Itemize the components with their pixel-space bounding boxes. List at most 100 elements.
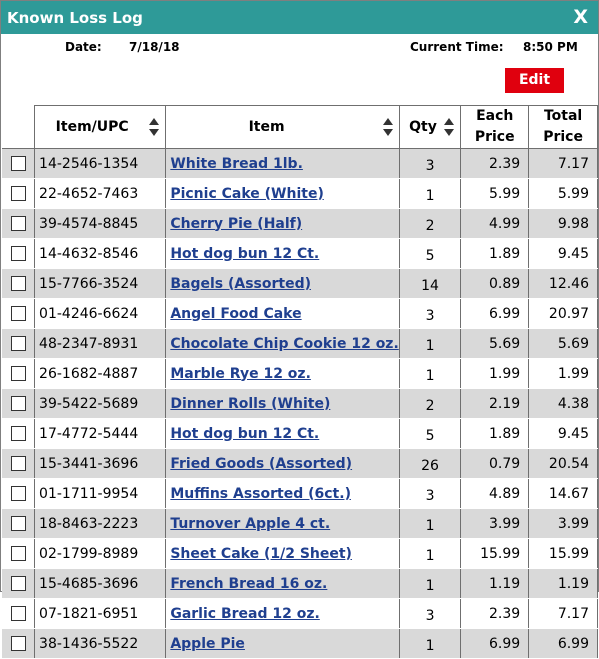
item-link[interactable]: Muffins Assorted (6ct.) bbox=[170, 485, 351, 502]
checkbox[interactable] bbox=[10, 576, 26, 591]
close-button[interactable]: X bbox=[573, 6, 588, 28]
upc-cell: 39-4574-8845 bbox=[34, 208, 167, 239]
each-price-cell: 1.89 bbox=[460, 238, 530, 269]
checkbox-cell bbox=[2, 568, 36, 599]
item-link[interactable]: Cherry Pie (Half) bbox=[170, 215, 303, 232]
header-cell: Each Price bbox=[460, 105, 530, 149]
each-price-cell: 1.19 bbox=[460, 568, 530, 599]
table-row: 01-1711-9954 Muffins Assorted (6ct.) 3 4.89… bbox=[2, 478, 598, 509]
table-row: 15-4685-3696 French Bread 16 oz. 1 1.19 1.19 bbox=[2, 568, 598, 599]
sort-icon[interactable] bbox=[382, 118, 393, 136]
checkbox[interactable] bbox=[10, 546, 26, 561]
checkbox[interactable] bbox=[10, 276, 26, 291]
upc-cell: 15-4685-3696 bbox=[34, 568, 167, 599]
item-link[interactable]: Chocolate Chip Cookie 12 oz. bbox=[170, 335, 399, 352]
item-cell: French Bread 16 oz. bbox=[165, 568, 400, 599]
item-link[interactable]: White Bread 1lb. bbox=[170, 155, 303, 172]
checkbox[interactable] bbox=[10, 396, 26, 411]
checkbox[interactable] bbox=[10, 216, 26, 231]
table-row: 15-7766-3524 Bagels (Assorted) 14 0.89 12.46 bbox=[2, 268, 598, 299]
total-price-cell: 14.67 bbox=[528, 478, 598, 509]
item-link[interactable]: Bagels (Assorted) bbox=[170, 275, 311, 292]
checkbox-cell bbox=[2, 208, 36, 239]
item-cell: Garlic Bread 12 oz. bbox=[165, 598, 400, 629]
checkbox[interactable] bbox=[10, 636, 26, 651]
total-price-cell: 5.99 bbox=[528, 178, 598, 209]
checkbox[interactable] bbox=[10, 606, 26, 621]
item-link[interactable]: French Bread 16 oz. bbox=[170, 575, 328, 592]
checkbox[interactable] bbox=[10, 486, 26, 501]
upc-cell: 48-2347-8931 bbox=[34, 328, 167, 359]
item-cell: Apple Pie bbox=[165, 628, 400, 659]
item-link[interactable]: Hot dog bun 12 Ct. bbox=[170, 245, 320, 262]
total-price-cell: 15.99 bbox=[528, 538, 598, 569]
item-cell: White Bread 1lb. bbox=[165, 148, 400, 179]
column-header: Each Price bbox=[474, 108, 515, 145]
item-cell: Chocolate Chip Cookie 12 oz. bbox=[165, 328, 400, 359]
checkbox[interactable] bbox=[10, 186, 26, 201]
edit-button[interactable]: Edit bbox=[505, 68, 564, 93]
item-link[interactable]: Garlic Bread 12 oz. bbox=[170, 605, 320, 622]
checkbox-cell bbox=[2, 538, 36, 569]
sort-icon[interactable] bbox=[149, 118, 160, 136]
table-row: 26-1682-4887 Marble Rye 12 oz. 1 1.99 1.99 bbox=[2, 358, 598, 389]
total-price-cell: 5.69 bbox=[528, 328, 598, 359]
item-cell: Picnic Cake (White) bbox=[165, 178, 400, 209]
column-header: Item/UPC bbox=[55, 118, 129, 135]
checkbox-cell bbox=[2, 448, 36, 479]
qty-cell: 1 bbox=[398, 508, 462, 539]
qty-cell: 5 bbox=[398, 418, 462, 449]
column-header: Qty bbox=[409, 118, 437, 135]
checkbox-cell bbox=[2, 598, 36, 629]
checkbox-cell bbox=[2, 388, 36, 419]
upc-cell: 02-1799-8989 bbox=[34, 538, 167, 569]
checkbox[interactable] bbox=[10, 246, 26, 261]
item-link[interactable]: Marble Rye 12 oz. bbox=[170, 365, 311, 382]
sort-icon[interactable] bbox=[444, 118, 455, 136]
item-link[interactable]: Turnover Apple 4 ct. bbox=[170, 515, 331, 532]
total-price-cell: 20.54 bbox=[528, 448, 598, 479]
total-price-cell: 12.46 bbox=[528, 268, 598, 299]
qty-cell: 3 bbox=[398, 148, 462, 179]
header-cell[interactable]: Item bbox=[165, 105, 400, 149]
table-row: 39-4574-8845 Cherry Pie (Half) 2 4.99 9.98 bbox=[2, 208, 598, 239]
item-link[interactable]: Apple Pie bbox=[170, 635, 245, 652]
item-link[interactable]: Hot dog bun 12 Ct. bbox=[170, 425, 320, 442]
total-price-cell: 9.45 bbox=[528, 418, 598, 449]
table-row: 48-2347-8931 Chocolate Chip Cookie 12 oz.… bbox=[2, 328, 598, 359]
table-row: 15-3441-3696 Fried Goods (Assorted) 26 0.79… bbox=[2, 448, 598, 479]
item-cell: Bagels (Assorted) bbox=[165, 268, 400, 299]
checkbox-cell bbox=[2, 508, 36, 539]
item-link[interactable]: Sheet Cake (1/2 Sheet) bbox=[170, 545, 352, 562]
checkbox[interactable] bbox=[10, 456, 26, 471]
upc-cell: 15-7766-3524 bbox=[34, 268, 167, 299]
total-price-cell: 20.97 bbox=[528, 298, 598, 329]
checkbox[interactable] bbox=[10, 306, 26, 321]
header-cell[interactable]: Qty bbox=[398, 105, 462, 149]
upc-cell: 07-1821-6951 bbox=[34, 598, 167, 629]
qty-cell: 1 bbox=[398, 538, 462, 569]
checkbox-cell bbox=[2, 298, 36, 329]
table-row: 39-5422-5689 Dinner Rolls (White) 2 2.19 4.3… bbox=[2, 388, 598, 419]
item-link[interactable]: Dinner Rolls (White) bbox=[170, 395, 331, 412]
table-body: 14-2546-1354 White Bread 1lb. 3 2.39 7.17 22-… bbox=[2, 148, 598, 659]
each-price-cell: 2.39 bbox=[460, 148, 530, 179]
time-label: Current Time: bbox=[410, 40, 504, 54]
checkbox[interactable] bbox=[10, 156, 26, 171]
item-cell: Hot dog bun 12 Ct. bbox=[165, 238, 400, 269]
item-cell: Fried Goods (Assorted) bbox=[165, 448, 400, 479]
item-link[interactable]: Angel Food Cake bbox=[170, 305, 302, 322]
title-bar: Known Loss Log X bbox=[1, 1, 598, 34]
checkbox[interactable] bbox=[10, 426, 26, 441]
header-cell[interactable]: Item/UPC bbox=[34, 105, 167, 149]
checkbox[interactable] bbox=[10, 366, 26, 381]
item-link[interactable]: Picnic Cake (White) bbox=[170, 185, 324, 202]
checkbox-cell bbox=[2, 268, 36, 299]
item-link[interactable]: Fried Goods (Assorted) bbox=[170, 455, 353, 472]
table-row: 22-4652-7463 Picnic Cake (White) 1 5.99 5.99 bbox=[2, 178, 598, 209]
total-price-cell: 1.99 bbox=[528, 358, 598, 389]
checkbox[interactable] bbox=[10, 336, 26, 351]
item-cell: Cherry Pie (Half) bbox=[165, 208, 400, 239]
header-cell: Total Price bbox=[528, 105, 598, 149]
checkbox[interactable] bbox=[10, 516, 26, 531]
